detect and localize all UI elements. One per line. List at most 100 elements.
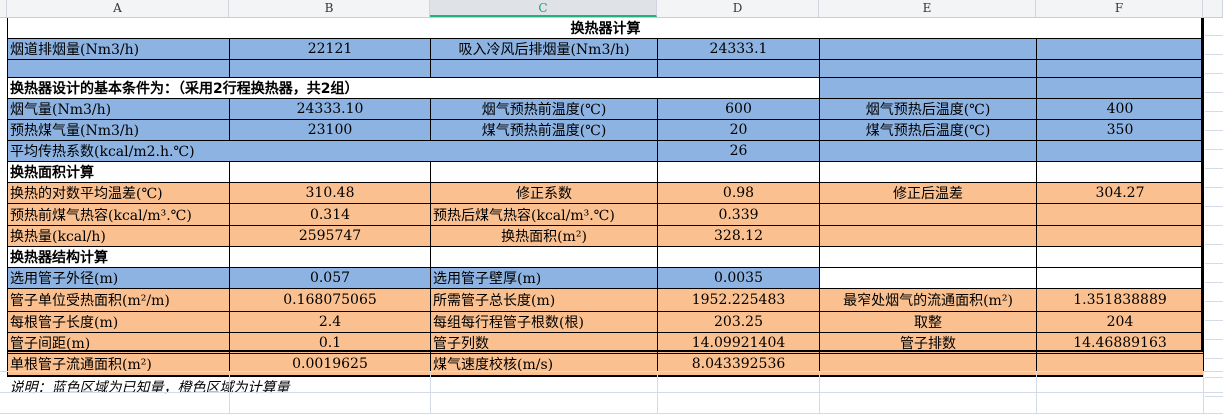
empty-cell[interactable] xyxy=(819,267,1037,289)
cell[interactable]: 修正系数 xyxy=(430,182,658,204)
cell[interactable]: 0.314 xyxy=(229,203,431,226)
empty-cell[interactable] xyxy=(1036,246,1204,268)
empty-cell[interactable] xyxy=(819,353,1037,376)
cell[interactable]: 350 xyxy=(1036,119,1204,141)
cell[interactable]: 最窄处烟气的流通面积(m²) xyxy=(819,288,1037,312)
empty-cell[interactable] xyxy=(657,246,820,268)
cell[interactable]: 400 xyxy=(1036,98,1204,120)
cell[interactable]: 烟气预热前温度(℃) xyxy=(430,98,658,120)
cell[interactable]: 22121 xyxy=(229,38,431,60)
empty-cell[interactable] xyxy=(819,140,1037,162)
empty-cell[interactable] xyxy=(229,161,431,183)
cell[interactable]: 取整 xyxy=(819,311,1037,333)
column-header-g[interactable] xyxy=(1203,0,1223,17)
cell[interactable]: 吸入冷风后排烟量(Nm3/h) xyxy=(430,38,658,60)
cell[interactable]: 24333.1 xyxy=(657,38,820,60)
column-header-a[interactable]: A xyxy=(7,0,229,17)
empty-cell[interactable] xyxy=(430,161,658,183)
cell[interactable]: 8.043392536 xyxy=(657,353,820,376)
empty-cell[interactable] xyxy=(1036,203,1204,226)
cell[interactable]: 换热面积(m²) xyxy=(430,225,658,247)
empty-cell[interactable] xyxy=(657,59,820,78)
cell[interactable]: 310.48 xyxy=(229,182,431,204)
cell[interactable]: 203.25 xyxy=(657,311,820,333)
section-heading[interactable]: 换热面积计算 xyxy=(7,161,230,183)
cell[interactable]: 0.339 xyxy=(657,203,820,226)
empty-cell[interactable] xyxy=(1036,77,1204,99)
cell[interactable]: 14.46889163 xyxy=(1036,332,1204,354)
cell[interactable]: 24333.10 xyxy=(229,98,431,120)
cell[interactable]: 煤气预热前温度(℃) xyxy=(430,119,658,141)
empty-cell[interactable] xyxy=(819,203,1037,226)
cell[interactable]: 烟道排烟量(Nm3/h) xyxy=(7,38,230,60)
cell[interactable]: 每组每行程管子根数(根) xyxy=(430,311,658,333)
empty-cell[interactable] xyxy=(819,77,1037,99)
cell[interactable]: 0.057 xyxy=(229,267,431,289)
cell[interactable]: 26 xyxy=(657,140,820,162)
legend-note[interactable]: 说明：蓝色区域为已知量，橙色区域为计算量 xyxy=(7,374,1204,397)
cell[interactable]: 0.1 xyxy=(229,332,431,354)
cell[interactable]: 平均传热系数(kcal/m2.h.℃) xyxy=(7,140,658,162)
empty-cell[interactable] xyxy=(430,246,658,268)
column-header-e[interactable]: E xyxy=(819,0,1036,17)
empty-cell[interactable] xyxy=(1036,59,1204,78)
section-heading[interactable]: 换热器设计的基本条件为：（采用2行程换热器，共2组） xyxy=(7,77,820,99)
column-header-c[interactable]: C xyxy=(430,0,657,17)
cell[interactable]: 煤气速度校核(m/s) xyxy=(430,353,658,376)
cell[interactable]: 0.0019625 xyxy=(229,353,431,376)
empty-cell[interactable] xyxy=(430,59,658,78)
column-header-d[interactable]: D xyxy=(657,0,819,17)
empty-cell[interactable] xyxy=(1036,161,1204,183)
cell[interactable]: 预热煤气量(Nm3/h) xyxy=(7,119,230,141)
cell[interactable]: 修正后温差 xyxy=(819,182,1037,204)
cell[interactable]: 600 xyxy=(657,98,820,120)
cell[interactable]: 选用管子外径(m) xyxy=(7,267,230,289)
empty-cell[interactable] xyxy=(7,59,230,78)
cell[interactable]: 20 xyxy=(657,119,820,141)
cell[interactable]: 204 xyxy=(1036,311,1204,333)
cell[interactable]: 2595747 xyxy=(229,225,431,247)
cell[interactable]: 所需管子总长度(m) xyxy=(430,288,658,312)
cell[interactable]: 单根管子流通面积(m²) xyxy=(7,353,230,376)
column-header-f[interactable]: F xyxy=(1036,0,1203,17)
cell[interactable]: 煤气预热后温度(℃) xyxy=(819,119,1037,141)
empty-cell[interactable] xyxy=(819,225,1037,247)
cell[interactable]: 烟气预热后温度(℃) xyxy=(819,98,1037,120)
cell[interactable]: 23100 xyxy=(229,119,431,141)
empty-cell[interactable] xyxy=(1036,353,1204,376)
cell[interactable]: 0.0035 xyxy=(657,267,820,289)
section-heading[interactable]: 换热器结构计算 xyxy=(7,246,230,268)
section-heading[interactable]: 换热器计算 xyxy=(7,18,1204,39)
empty-cell[interactable] xyxy=(229,59,431,78)
cell[interactable]: 304.27 xyxy=(1036,182,1204,204)
empty-cell[interactable] xyxy=(819,161,1037,183)
empty-cell[interactable] xyxy=(819,59,1037,78)
cell[interactable]: 烟气量(Nm3/h) xyxy=(7,98,230,120)
select-all-corner[interactable] xyxy=(0,0,7,17)
cell[interactable]: 0.168075065 xyxy=(229,288,431,312)
cell[interactable]: 每根管子长度(m) xyxy=(7,311,230,333)
empty-cell[interactable] xyxy=(1036,38,1204,60)
cell[interactable]: 管子间距(m) xyxy=(7,332,230,354)
cell[interactable]: 管子单位受热面积(m²/m) xyxy=(7,288,230,312)
cell[interactable]: 2.4 xyxy=(229,311,431,333)
cell[interactable]: 管子排数 xyxy=(819,332,1037,354)
cell[interactable]: 预热前煤气热容(kcal/m³.℃) xyxy=(7,203,230,226)
empty-cell[interactable] xyxy=(1036,267,1204,289)
cell[interactable]: 选用管子壁厚(m) xyxy=(430,267,658,289)
cell[interactable]: 14.09921404 xyxy=(657,332,820,354)
cell[interactable]: 1.351838889 xyxy=(1036,288,1204,312)
cell[interactable]: 328.12 xyxy=(657,225,820,247)
column-header-b[interactable]: B xyxy=(229,0,430,17)
empty-cell[interactable] xyxy=(819,246,1037,268)
empty-cell[interactable] xyxy=(819,38,1037,60)
cell[interactable]: 0.98 xyxy=(657,182,820,204)
empty-cell[interactable] xyxy=(657,161,820,183)
cell[interactable]: 1952.225483 xyxy=(657,288,820,312)
empty-cell[interactable] xyxy=(1036,225,1204,247)
cell[interactable]: 预热后煤气热容(kcal/m³.℃) xyxy=(430,203,658,226)
cell[interactable]: 管子列数 xyxy=(430,332,658,354)
empty-cell[interactable] xyxy=(1036,140,1204,162)
cell[interactable]: 换热的对数平均温差(℃) xyxy=(7,182,230,204)
cell[interactable]: 换热量(kcal/h) xyxy=(7,225,230,247)
